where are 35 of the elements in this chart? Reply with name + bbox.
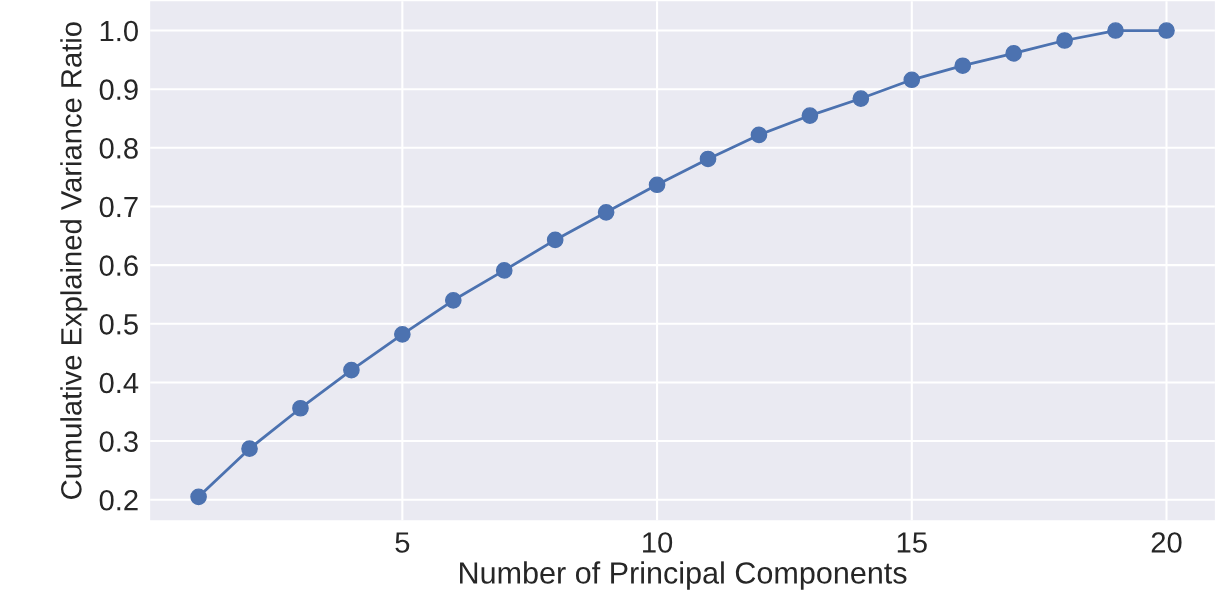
point xyxy=(241,440,258,458)
point xyxy=(343,361,360,379)
point xyxy=(648,176,666,194)
x-tick-label: 10 xyxy=(643,532,673,553)
y-tick-label: 0.7 xyxy=(99,196,138,218)
y-axis-title: Cumulative Explained Variance Ratio xyxy=(60,22,88,499)
point xyxy=(852,90,870,107)
y-tick-label: 0.9 xyxy=(99,79,138,101)
point xyxy=(292,399,309,417)
x-tick-label: 5 xyxy=(395,532,410,553)
y-tick-label: 1.0 xyxy=(100,20,138,42)
x-axis-title: Number of Principal Components xyxy=(460,561,907,590)
y-tick-label: 0.2 xyxy=(99,489,138,511)
y-tick-label: 0.5 xyxy=(99,313,138,335)
point xyxy=(1107,22,1124,39)
y-tick-label: 0.4 xyxy=(99,372,139,394)
y-tick-label: 0.6 xyxy=(99,255,138,276)
point xyxy=(1158,22,1175,39)
point xyxy=(801,107,819,124)
point xyxy=(1056,32,1073,49)
y-tick-label: 0.8 xyxy=(99,138,138,159)
point xyxy=(1005,45,1023,62)
point xyxy=(394,326,411,343)
x-tick-label: 15 xyxy=(897,532,927,553)
point xyxy=(699,150,717,168)
point xyxy=(546,231,564,249)
point xyxy=(597,204,615,221)
x-tick-label: 20 xyxy=(1151,532,1182,553)
point xyxy=(750,126,768,144)
y-tick-label: 0.3 xyxy=(99,431,138,452)
point xyxy=(444,291,462,309)
point xyxy=(190,488,207,506)
point xyxy=(495,262,513,279)
point xyxy=(903,71,921,89)
point xyxy=(954,57,972,75)
